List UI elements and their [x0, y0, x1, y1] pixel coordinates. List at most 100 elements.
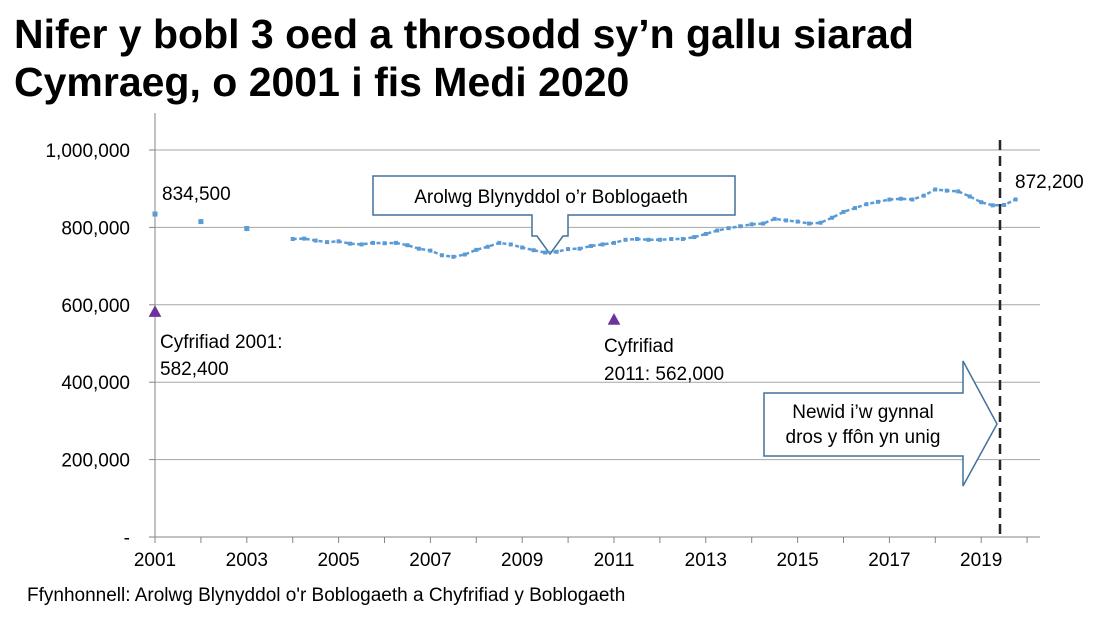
series-layer	[148, 187, 1018, 325]
aps-quarterly-point	[382, 241, 387, 246]
aps-quarterly-point	[612, 240, 616, 245]
aps-annual-point	[198, 219, 204, 225]
aps-quarterly-point	[830, 215, 835, 220]
x-tick-label: 2001	[134, 550, 176, 571]
aps-quarterly-point	[738, 224, 743, 229]
aps-annual-point	[152, 211, 158, 217]
x-tick-label: 2019	[960, 550, 1002, 571]
aps-quarterly-point	[807, 221, 812, 226]
aps-quarterly-point	[554, 249, 559, 254]
aps-quarterly-point	[795, 219, 800, 224]
aps-quarterly-point	[359, 242, 364, 247]
aps-quarterly-point	[921, 193, 926, 198]
chart-title-line2: Cymraeg, o 2001 i fis Medi 2020	[14, 59, 630, 105]
axes	[154, 113, 1040, 538]
aps-callout-text: Arolwg Blynyddol o’r Boblogaeth	[414, 187, 688, 208]
aps-quarterly-point	[290, 237, 295, 242]
source-note: Ffynhonnell: Arolwg Blynyddol o'r Boblog…	[27, 585, 626, 606]
aps-quarterly-point	[520, 245, 525, 250]
y-tick-labels: - 200,000 400,000 600,000 800,000 1,000,000	[45, 141, 130, 549]
census-2001-label-line1: Cyfrifiad 2001:	[160, 332, 283, 353]
aps-quarterly-point	[336, 239, 341, 244]
aps-quarterly-point	[784, 218, 789, 223]
x-tick-label: 2009	[501, 550, 543, 571]
aps-quarterly-point	[371, 240, 376, 245]
aps-quarterly-point	[761, 221, 766, 226]
aps-quarterly-point	[669, 237, 674, 242]
aps-quarterly-point	[393, 240, 398, 245]
y-tick-label: 400,000	[61, 373, 130, 394]
x-tick-label: 2013	[685, 550, 727, 571]
aps-quarterly-point	[944, 188, 949, 193]
aps-quarterly-point	[692, 235, 697, 240]
last-value-label: 872,200	[1015, 172, 1084, 193]
aps-quarterly-point	[772, 216, 777, 221]
aps-quarterly-point	[1002, 202, 1007, 207]
aps-quarterly-point	[623, 237, 628, 242]
aps-quarterly-point	[543, 250, 548, 255]
aps-quarterly-point	[646, 237, 651, 242]
x-tick-label: 2011	[594, 550, 635, 571]
census-2011-label-line2: 2011: 562,000	[604, 364, 724, 385]
aps-quarterly-point	[428, 248, 433, 253]
aps-quarterly-point	[990, 203, 995, 208]
x-tick-labels: 2001 2003 2005 2007 2009 2011 2013 2015 2017 2019	[134, 550, 1002, 571]
aps-quarterly-point	[864, 202, 869, 207]
aps-quarterly-point	[313, 238, 318, 243]
aps-quarterly-point	[967, 194, 972, 199]
x-tick-label: 2005	[317, 550, 359, 571]
aps-quarterly-point	[715, 228, 720, 233]
census-2011-label-line1: Cyfrifiad	[604, 336, 674, 357]
aps-quarterly-point	[497, 240, 502, 245]
census-point	[148, 305, 162, 317]
aps-quarterly-point	[462, 252, 467, 257]
aps-quarterly-point	[451, 254, 456, 259]
aps-quarterly-point	[898, 196, 903, 201]
phone-callout-line2: dros y ffôn yn unig	[786, 427, 941, 448]
aps-quarterly-point	[508, 242, 513, 247]
phone-arrow-callout-shape	[763, 360, 998, 487]
y-tick-label: 200,000	[61, 451, 130, 472]
phone-callout-line1: Newid i’w gynnal	[792, 402, 934, 423]
aps-quarterly-point	[485, 244, 490, 249]
aps-quarterly-point	[1013, 197, 1018, 202]
census-2001-label-line2: 582,400	[160, 359, 229, 380]
chart-title-line1: Nifer y bobl 3 oed a throsodd sy’n gallu…	[14, 11, 914, 57]
aps-quarterly-point	[875, 199, 880, 204]
aps-quarterly-point	[841, 209, 846, 214]
aps-quarterly-point	[818, 220, 823, 225]
gridlines	[149, 149, 1040, 543]
y-tick-label: 1,000,000	[45, 141, 130, 162]
x-tick-label: 2003	[226, 550, 268, 571]
aps-quarterly-point	[749, 222, 754, 227]
aps-quarterly-point	[566, 247, 571, 252]
first-value-label: 834,500	[162, 184, 231, 205]
aps-quarterly-point	[680, 237, 685, 242]
aps-quarterly-point	[439, 253, 444, 258]
aps-quarterly-point	[302, 236, 307, 241]
aps-quarterly-point	[910, 197, 915, 202]
aps-annual-point	[244, 226, 250, 232]
x-tick-label: 2017	[868, 550, 910, 571]
aps-quarterly-point	[589, 243, 594, 248]
aps-quarterly-point	[852, 206, 857, 211]
aps-quarterly-point	[703, 231, 708, 236]
y-tick-label: 800,000	[61, 218, 130, 239]
y-tick-label: 600,000	[61, 296, 130, 317]
aps-quarterly-point	[348, 241, 353, 246]
aps-quarterly-point	[416, 246, 421, 251]
aps-callout-shape	[372, 175, 736, 256]
x-tick-label: 2015	[776, 550, 818, 571]
aps-quarterly-point	[956, 189, 961, 194]
aps-quarterly-point	[634, 237, 639, 242]
aps-quarterly-point	[726, 226, 731, 231]
x-tick-label: 2007	[409, 550, 451, 571]
aps-quarterly-point	[325, 240, 330, 245]
chart-title: Nifer y bobl 3 oed a throsodd sy’n gallu…	[14, 10, 1104, 106]
aps-quarterly-point	[577, 246, 582, 251]
aps-quarterly-point	[600, 242, 605, 247]
aps-quarterly-point	[979, 200, 984, 205]
census-point	[607, 312, 621, 325]
aps-quarterly-point	[405, 243, 410, 248]
